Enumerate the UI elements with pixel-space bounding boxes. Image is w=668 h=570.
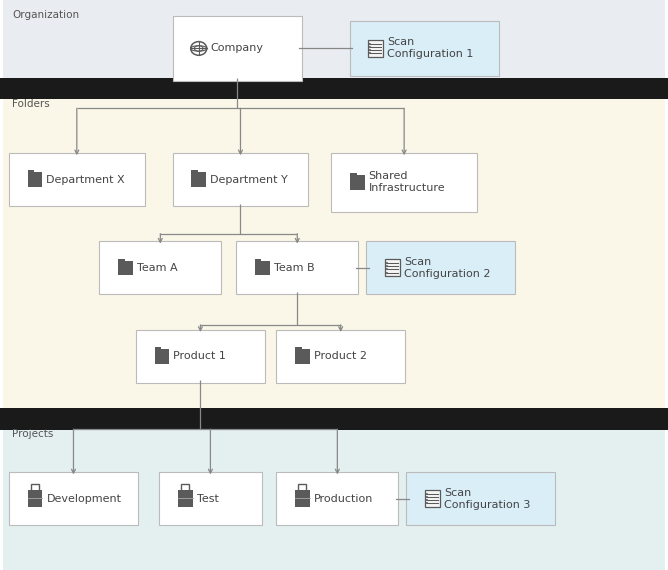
FancyBboxPatch shape [191,170,198,173]
Text: Production: Production [314,494,373,504]
Text: Scan
Configuration 3: Scan Configuration 3 [444,488,530,510]
FancyBboxPatch shape [178,490,193,507]
FancyBboxPatch shape [366,242,516,294]
FancyBboxPatch shape [155,347,161,350]
FancyBboxPatch shape [331,153,477,211]
FancyBboxPatch shape [3,419,665,570]
FancyBboxPatch shape [118,260,132,275]
FancyBboxPatch shape [28,490,43,507]
Text: Development: Development [47,494,122,504]
FancyBboxPatch shape [159,472,262,526]
Text: Projects: Projects [12,429,53,439]
FancyBboxPatch shape [295,349,310,364]
FancyBboxPatch shape [191,172,206,187]
FancyBboxPatch shape [385,259,399,276]
Text: Product 2: Product 2 [314,351,367,361]
FancyBboxPatch shape [136,329,265,383]
FancyBboxPatch shape [277,472,399,526]
Text: Scan
Configuration 1: Scan Configuration 1 [387,38,474,59]
FancyBboxPatch shape [155,349,170,364]
Text: Company: Company [210,43,263,54]
Text: Shared
Infrastructure: Shared Infrastructure [369,172,446,193]
FancyBboxPatch shape [425,490,440,507]
Text: Organization: Organization [12,10,79,21]
FancyBboxPatch shape [295,347,301,350]
FancyBboxPatch shape [99,242,222,294]
FancyBboxPatch shape [369,40,383,57]
FancyBboxPatch shape [350,173,357,176]
FancyBboxPatch shape [28,170,34,173]
FancyBboxPatch shape [9,153,145,206]
FancyBboxPatch shape [0,78,668,99]
FancyBboxPatch shape [255,260,270,275]
Text: Department X: Department X [47,174,125,185]
FancyBboxPatch shape [28,172,43,187]
FancyBboxPatch shape [295,490,310,507]
Text: Product 1: Product 1 [173,351,226,361]
FancyBboxPatch shape [350,175,365,190]
FancyBboxPatch shape [277,329,405,383]
Text: Test: Test [197,494,218,504]
FancyBboxPatch shape [118,259,124,262]
FancyBboxPatch shape [350,21,498,76]
FancyBboxPatch shape [255,259,261,262]
Text: Team B: Team B [274,263,314,273]
Text: Department Y: Department Y [210,174,288,185]
FancyBboxPatch shape [3,0,665,88]
FancyBboxPatch shape [172,16,302,80]
FancyBboxPatch shape [172,153,309,206]
FancyBboxPatch shape [9,472,138,526]
FancyBboxPatch shape [236,242,359,294]
FancyBboxPatch shape [0,408,668,430]
FancyBboxPatch shape [3,88,665,419]
FancyBboxPatch shape [406,472,555,526]
Text: Scan
Configuration 2: Scan Configuration 2 [404,257,490,279]
Text: Team A: Team A [137,263,177,273]
Text: Folders: Folders [12,99,50,109]
